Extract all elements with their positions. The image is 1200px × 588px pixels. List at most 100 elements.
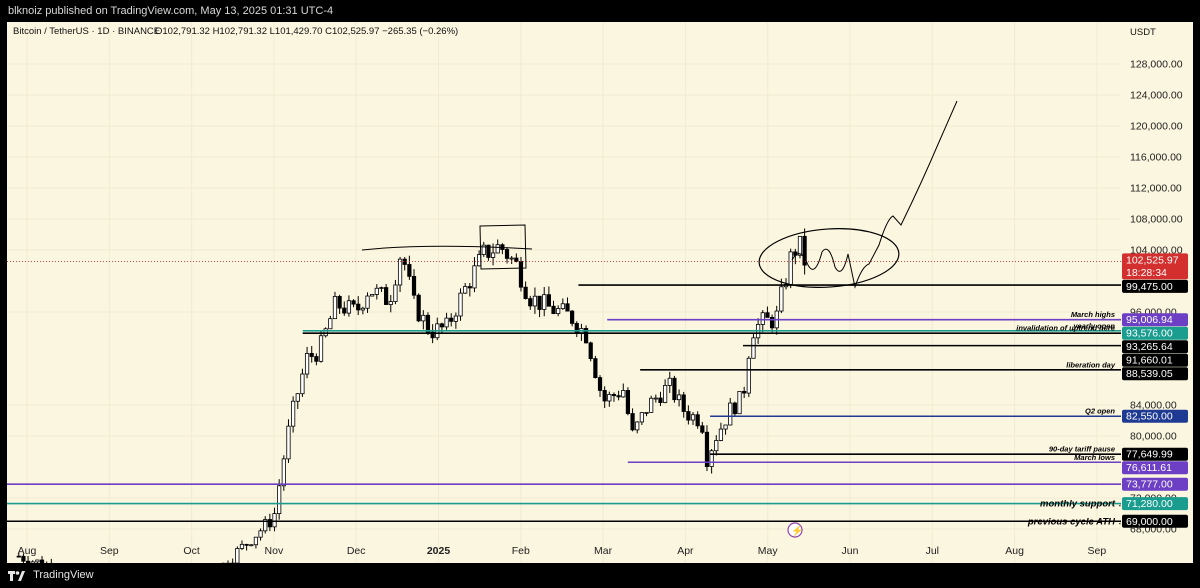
candle-body <box>742 390 747 394</box>
price-tag-text: 69,000.00 <box>1126 516 1173 528</box>
candle-body <box>751 337 756 359</box>
y-tick-label: 116,000.00 <box>1130 152 1182 164</box>
candle-body <box>644 411 649 414</box>
circled-area <box>758 228 900 288</box>
price-tag-text: 93,265.64 <box>1126 341 1173 353</box>
level-annotation: Q2 open <box>1085 407 1115 416</box>
candle-body <box>388 301 393 305</box>
price-chart[interactable]: March highs yearly open invalidation of up… <box>7 22 1193 563</box>
candle-body <box>291 400 296 427</box>
candle-body <box>686 411 691 421</box>
candle-body <box>463 286 468 294</box>
candle-body <box>351 300 356 305</box>
x-tick-label: Sep <box>1088 545 1107 557</box>
x-tick-label: 2025 <box>427 545 451 557</box>
candle-body <box>277 485 282 514</box>
x-tick-label: Oct <box>183 545 199 557</box>
candle-body <box>681 394 686 412</box>
candle-body <box>25 560 31 563</box>
price-tag-text: 91,660.01 <box>1126 355 1173 367</box>
candle-body <box>695 414 700 427</box>
candle-body <box>639 412 644 423</box>
candle-body <box>300 373 305 395</box>
candle-body <box>416 294 421 322</box>
candle-body <box>486 244 491 258</box>
candle-body <box>314 356 319 362</box>
candle-body <box>244 543 249 546</box>
level-price-tag <box>1122 497 1188 511</box>
candle-body <box>249 544 254 547</box>
candle-body <box>337 296 342 309</box>
event-marker-circle[interactable] <box>787 522 803 538</box>
candle-body <box>625 390 631 414</box>
tradingview-logo-icon <box>8 570 25 581</box>
publisher-line: blknoiz published on TradingView.com, Ma… <box>8 5 334 17</box>
top-range-box <box>479 224 527 270</box>
candle-body <box>439 323 445 328</box>
x-tick-label: Aug <box>1005 545 1024 557</box>
candle-body <box>425 314 431 333</box>
candle-body <box>728 402 733 426</box>
x-tick-label: Dec <box>347 545 366 557</box>
candle-body <box>732 402 737 415</box>
level-price-tag <box>1122 447 1188 461</box>
candle-body <box>309 353 314 357</box>
candle-body <box>332 296 338 320</box>
candle-body <box>663 385 668 403</box>
x-tick-label: Apr <box>677 545 694 557</box>
level-annotation: liberation day <box>1066 360 1116 369</box>
candle-body <box>621 390 626 398</box>
candle-body <box>765 312 770 318</box>
candle-body <box>649 397 654 413</box>
candle-body <box>384 287 389 305</box>
price-tag-text: 73,777.00 <box>1126 479 1173 491</box>
candle-body <box>356 303 361 311</box>
candle-body <box>342 307 347 314</box>
candle-body <box>263 519 268 532</box>
candle-body <box>593 358 598 379</box>
candle-body <box>570 310 575 324</box>
candle-body <box>239 543 245 549</box>
candle-body <box>504 249 510 259</box>
level-annotation: yearly open <box>1072 321 1115 330</box>
candle-body <box>528 298 533 307</box>
x-tick-label: Aug <box>18 545 37 557</box>
candle-body <box>532 295 538 307</box>
candle-body <box>346 300 352 314</box>
candle-body <box>481 244 486 255</box>
x-tick-label: Sep <box>100 545 119 557</box>
candle-body <box>667 377 672 386</box>
event-marker[interactable]: ⚡ <box>787 522 803 538</box>
y-tick-label: 120,000.00 <box>1130 121 1183 133</box>
tradingview-footer: TradingView <box>0 563 1200 588</box>
level-price-tag <box>1122 353 1188 367</box>
candle-body <box>318 335 324 362</box>
candle-body <box>760 312 765 325</box>
candle-body <box>560 303 565 310</box>
candle-body <box>588 342 593 360</box>
candle-body <box>472 265 477 289</box>
candle-body <box>611 394 617 397</box>
candle-body <box>676 394 682 401</box>
price-tag-text: 88,539.05 <box>1126 368 1173 380</box>
candle-body <box>583 328 589 344</box>
footer-brand: TradingView <box>33 569 94 581</box>
candle-body <box>370 294 375 297</box>
level-annotation: previous cycle ATH <box>1027 516 1116 527</box>
candle-body <box>328 318 333 330</box>
candle-body <box>551 305 556 314</box>
grid-layer <box>7 22 1121 563</box>
candle-body <box>467 286 472 289</box>
candle-body <box>779 286 784 312</box>
candle-body <box>379 287 384 289</box>
current-price-tag <box>1122 253 1188 280</box>
candle-body <box>509 257 514 260</box>
candle-body <box>35 559 40 563</box>
consolidation-line-dec <box>361 245 533 251</box>
candle-body <box>802 235 807 266</box>
projection-path <box>791 100 958 289</box>
level-price-tag <box>1122 514 1188 528</box>
